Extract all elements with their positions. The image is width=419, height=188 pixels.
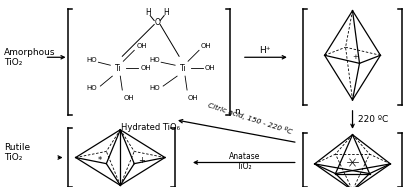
Text: H⁺: H⁺ [259, 46, 271, 55]
Text: HO: HO [86, 85, 97, 91]
Text: HO: HO [149, 57, 160, 63]
Text: Hydrated TiO₆: Hydrated TiO₆ [121, 123, 180, 132]
Text: OH: OH [140, 65, 151, 71]
Text: Citric acid, 150 - 220 ºC: Citric acid, 150 - 220 ºC [207, 101, 293, 135]
Text: OH: OH [188, 95, 199, 101]
Text: +: + [352, 54, 358, 60]
Text: Ti: Ti [115, 64, 122, 73]
Text: H: H [163, 8, 169, 17]
Text: Amorphous: Amorphous [4, 48, 55, 57]
Text: HO: HO [86, 57, 97, 63]
Text: Anatase: Anatase [229, 152, 261, 161]
Text: TiO₂: TiO₂ [237, 162, 253, 171]
Text: Rutile: Rutile [4, 143, 30, 152]
Text: OH: OH [136, 43, 147, 49]
Text: +: + [138, 156, 145, 165]
Text: OH: OH [201, 43, 212, 49]
Text: n: n [234, 107, 240, 116]
Text: TiO₂: TiO₂ [4, 58, 22, 67]
Text: Ti: Ti [180, 64, 186, 73]
Text: TiO₂: TiO₂ [4, 153, 22, 162]
Text: 220 ºC: 220 ºC [357, 115, 388, 124]
Text: *: * [97, 156, 101, 165]
Text: H: H [145, 8, 151, 17]
Text: OH: OH [205, 65, 216, 71]
Text: HO: HO [149, 85, 160, 91]
Text: OH: OH [123, 95, 134, 101]
Text: O: O [154, 18, 160, 27]
